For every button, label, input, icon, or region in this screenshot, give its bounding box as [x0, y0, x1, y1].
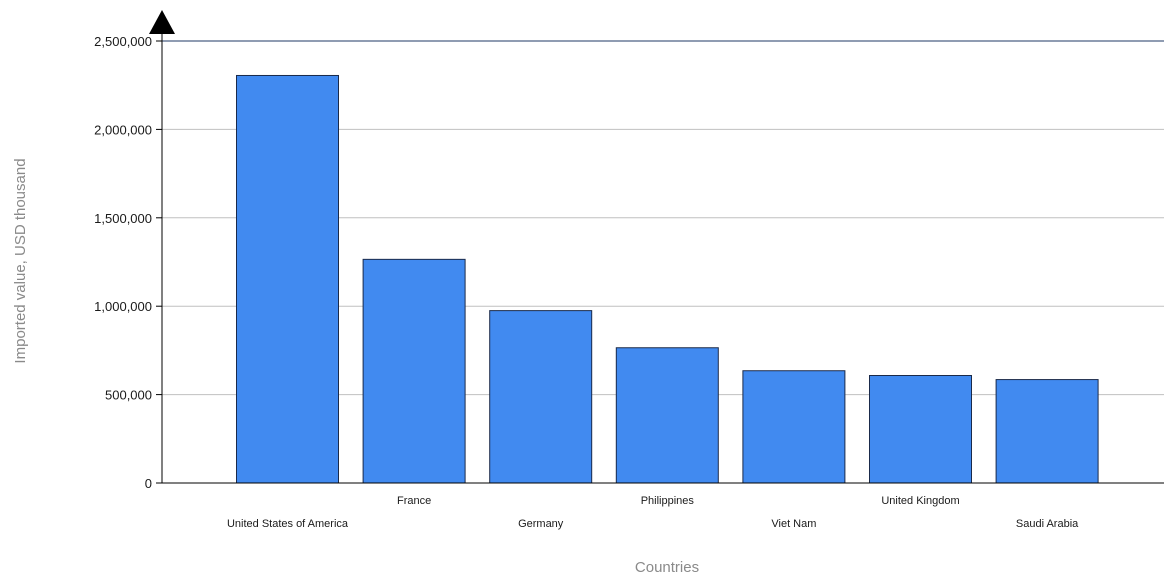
- axes: [149, 10, 1164, 484]
- bars: [236, 74, 1099, 484]
- y-tick-label: 500,000: [105, 388, 152, 403]
- bar: [995, 379, 1099, 484]
- y-tick-label: 0: [145, 476, 152, 491]
- bar: [869, 375, 972, 484]
- y-axis-title: Imported value, USD thousand: [12, 158, 29, 363]
- y-tick-label: 1,000,000: [94, 299, 152, 314]
- y-tick-label: 2,500,000: [94, 34, 152, 49]
- x-tick-label: Saudi Arabia: [1016, 518, 1079, 530]
- y-tick-labels: 0 500,000 1,000,000 1,500,000 2,000,000 2,500…: [94, 34, 152, 491]
- x-tick-label: Philippines: [641, 495, 695, 507]
- y-tick-label: 2,000,000: [94, 122, 152, 137]
- x-tick-label: Viet Nam: [771, 518, 816, 530]
- x-axis-title: Countries: [635, 559, 699, 573]
- bar: [362, 258, 466, 484]
- y-tick-label: 1,500,000: [94, 211, 152, 226]
- bar: [236, 74, 339, 484]
- x-tick-labels: United States of America France Germany Phi…: [227, 495, 1079, 530]
- bar: [489, 310, 593, 484]
- bar: [742, 370, 846, 484]
- y-axis-arrow-icon: [149, 10, 175, 34]
- x-tick-label: United States of America: [227, 518, 349, 530]
- x-tick-label: Germany: [518, 518, 564, 530]
- x-tick-label: France: [397, 495, 431, 507]
- x-tick-label: United Kingdom: [881, 495, 959, 507]
- bar: [615, 347, 719, 484]
